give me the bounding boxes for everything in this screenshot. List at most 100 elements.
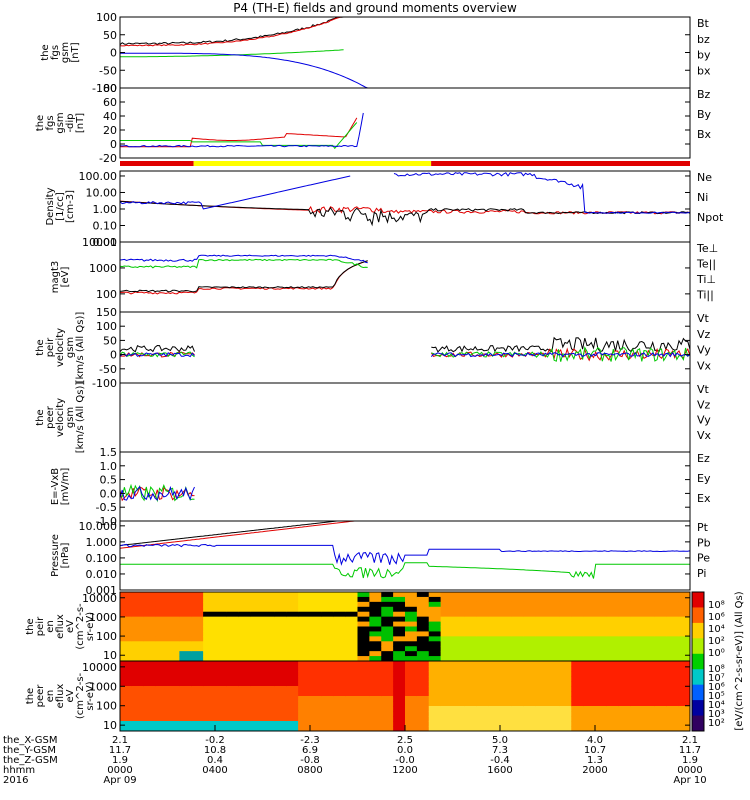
spectrogram-cell bbox=[535, 616, 548, 623]
spectrogram-cell bbox=[345, 651, 358, 657]
spectrogram-cell bbox=[595, 606, 608, 613]
panel-6: thepeervelocitygsm[km/s (All Qs)] VtVzVyV… bbox=[35, 382, 712, 454]
x-tick-label: -2.3 bbox=[300, 735, 320, 746]
y-tick-label: 0 bbox=[110, 349, 117, 362]
y-tick-label: 1000 bbox=[89, 680, 117, 693]
spectrogram-cell bbox=[642, 616, 655, 623]
spectrogram-cell bbox=[191, 661, 204, 667]
spectrogram-cell bbox=[523, 631, 537, 637]
spectrogram-cell bbox=[464, 606, 477, 613]
spectrogram-cell bbox=[559, 656, 572, 662]
spectrogram-cell bbox=[678, 636, 691, 642]
spectrogram-cell bbox=[250, 711, 263, 717]
spectrogram-cell bbox=[642, 601, 655, 608]
spectrogram-cell bbox=[167, 721, 180, 727]
spectrogram-cell bbox=[571, 656, 584, 662]
spectrogram-cell bbox=[476, 636, 489, 642]
spectrogram-cell bbox=[191, 646, 204, 652]
legend-Bt: Bt bbox=[697, 17, 710, 30]
spectrogram-cell bbox=[642, 726, 655, 732]
spectrogram-cell bbox=[583, 691, 596, 697]
spectrogram-cell bbox=[226, 726, 240, 732]
spectrogram-cell bbox=[618, 676, 632, 682]
spectrogram-cell bbox=[583, 711, 596, 717]
spectrogram-cell bbox=[167, 676, 180, 682]
spectrogram-cell bbox=[452, 656, 465, 662]
spectrogram-cell bbox=[428, 706, 442, 712]
spectrogram-cell bbox=[381, 681, 394, 687]
spectrogram-cell bbox=[191, 716, 204, 722]
legend-By: By bbox=[697, 108, 712, 121]
spectrogram-cell bbox=[428, 701, 442, 707]
spectrogram-cell bbox=[678, 681, 691, 687]
spectrogram-cell bbox=[310, 641, 323, 647]
spectrogram-cell bbox=[523, 601, 537, 608]
spectrogram-cell bbox=[333, 666, 347, 672]
spectrogram-cell bbox=[571, 621, 584, 627]
x-tick-label: 1.9 bbox=[682, 755, 698, 766]
spectrogram-cell bbox=[203, 636, 216, 642]
spectrogram-cell bbox=[678, 641, 691, 647]
colorbar-segment bbox=[692, 653, 704, 670]
spectrogram-cell bbox=[226, 701, 240, 707]
spectrogram-cell bbox=[286, 651, 299, 657]
spectrogram-cell bbox=[203, 681, 216, 687]
spectrogram-cell bbox=[143, 691, 157, 697]
spectrogram-cell bbox=[274, 631, 287, 637]
spectrogram-cell bbox=[238, 616, 252, 623]
spectrogram-cell bbox=[666, 606, 679, 613]
spectrogram-cell bbox=[333, 701, 347, 707]
spectrogram-cell bbox=[215, 636, 228, 642]
spectrogram-cell bbox=[203, 611, 216, 618]
spectrogram-cell bbox=[357, 671, 370, 677]
spectrogram-cell bbox=[416, 651, 430, 657]
spectrogram-cell bbox=[131, 726, 145, 732]
spectrogram-cell bbox=[642, 636, 655, 642]
spectrogram-cell bbox=[535, 626, 548, 632]
spectrogram-cell bbox=[606, 592, 620, 598]
spectrogram-cell bbox=[381, 621, 394, 627]
spectrogram-cell bbox=[642, 631, 655, 637]
spectrogram-cell bbox=[333, 621, 347, 627]
spectrogram-cell bbox=[298, 621, 311, 627]
spectrogram-cell bbox=[464, 636, 477, 642]
spectrogram-cell bbox=[547, 646, 560, 652]
spectrogram-cell bbox=[155, 626, 168, 632]
spectrogram-cell bbox=[500, 636, 513, 642]
spectrogram-cell bbox=[500, 656, 513, 662]
spectrogram-cell bbox=[286, 636, 299, 642]
spectrogram-cell bbox=[357, 716, 370, 722]
panel-frame bbox=[119, 311, 691, 384]
spectrogram-cell bbox=[250, 592, 263, 598]
spectrogram-cell bbox=[476, 656, 489, 662]
spectrogram-cell bbox=[488, 651, 501, 657]
spectrogram-cell bbox=[298, 726, 311, 732]
spectrogram-cell bbox=[464, 621, 477, 627]
spectrogram-cell bbox=[630, 676, 643, 682]
spectrogram-cell bbox=[452, 696, 465, 702]
y-tick-label: 0.001 bbox=[86, 584, 118, 597]
x-tick-label: 0.4 bbox=[207, 755, 223, 766]
spectrogram-cell bbox=[595, 631, 608, 637]
spectrogram-cell bbox=[357, 611, 370, 618]
spectrogram-cell bbox=[250, 726, 263, 732]
spectrogram-cell bbox=[571, 671, 584, 677]
spectrogram-cell bbox=[666, 666, 679, 672]
spectrogram-cell bbox=[131, 716, 145, 722]
spectrogram-cell bbox=[618, 611, 632, 618]
spectrogram-cell bbox=[630, 601, 643, 608]
spectrogram-cell bbox=[666, 601, 679, 608]
spectrogram-cell bbox=[286, 721, 299, 727]
spectrogram-cell bbox=[428, 661, 442, 667]
spectrogram-cell bbox=[369, 711, 382, 717]
spectrogram-cell bbox=[571, 646, 584, 652]
spectrogram-cell bbox=[476, 726, 489, 732]
spectrogram-cell bbox=[131, 686, 145, 692]
spectrogram-cell bbox=[428, 696, 442, 702]
spectrogram-cell bbox=[535, 606, 548, 613]
spectrogram-cell bbox=[595, 592, 608, 598]
x-tick-label: 4.0 bbox=[587, 735, 603, 746]
spectrogram-cell bbox=[143, 601, 157, 608]
